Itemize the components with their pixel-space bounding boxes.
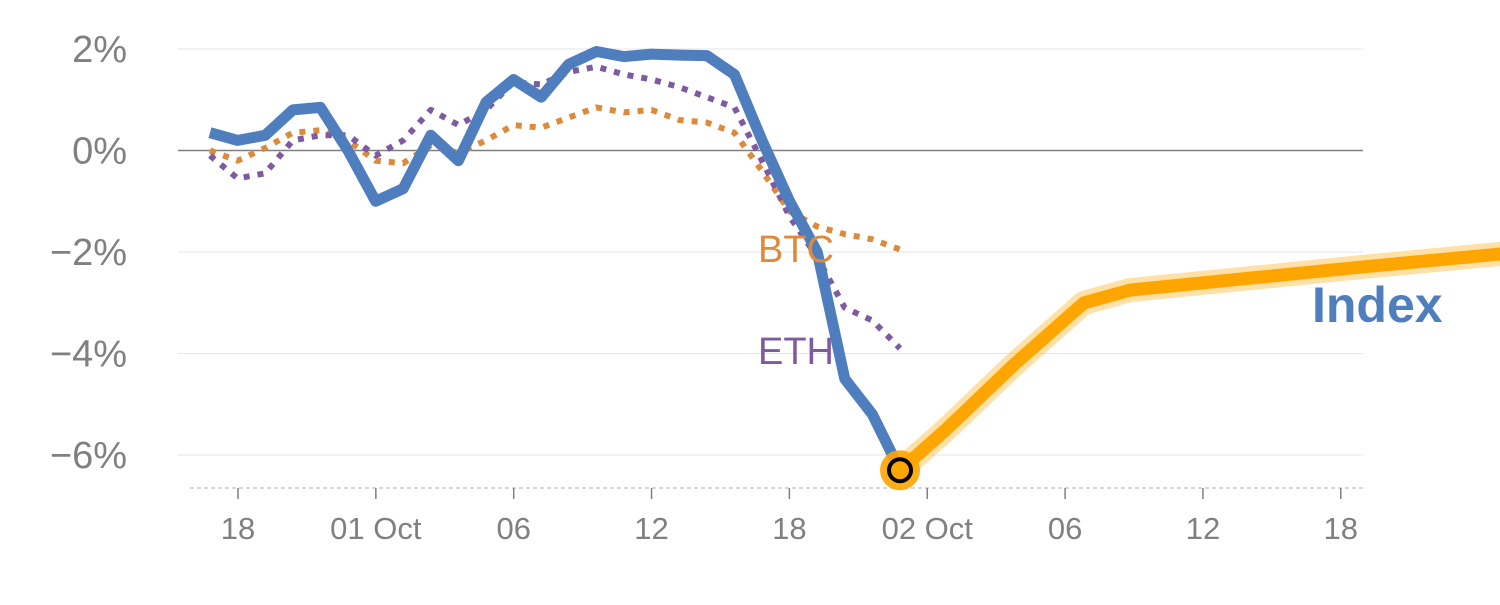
x-tick-label: 02 Oct [882, 511, 974, 546]
x-tick-label: 06 [496, 511, 530, 546]
x-tick-label: 12 [634, 511, 668, 546]
x-tick-label: 18 [1324, 511, 1358, 546]
series-label-btc: BTC [758, 229, 834, 271]
y-tick-label: −2% [50, 232, 127, 274]
x-tick-label: 18 [221, 511, 255, 546]
y-tick-label: −6% [50, 435, 127, 477]
y-tick-label: 2% [72, 29, 127, 71]
series-label-index: Index [1312, 277, 1443, 333]
y-tick-label: 0% [72, 131, 127, 173]
gridlines [178, 48, 1363, 456]
x-tick-label: 12 [1186, 511, 1220, 546]
series-labels: BTC ETH Index [758, 229, 1443, 373]
series-index-highlight [893, 247, 1500, 477]
x-tick-label: 01 Oct [330, 511, 422, 546]
y-tick-label: −4% [50, 334, 127, 376]
marker-point [887, 457, 913, 484]
y-axis: 2% 0% −2% −4% −6% [50, 29, 127, 477]
series-lines [208, 46, 1500, 483]
markers [880, 450, 920, 491]
series-label-eth: ETH [758, 331, 834, 373]
series-index [208, 46, 905, 473]
x-tick-label: 18 [772, 511, 806, 546]
x-axis: 18 01 Oct 06 12 18 02 Oct 06 12 18 [190, 487, 1363, 546]
x-tick-label: 06 [1048, 511, 1082, 546]
